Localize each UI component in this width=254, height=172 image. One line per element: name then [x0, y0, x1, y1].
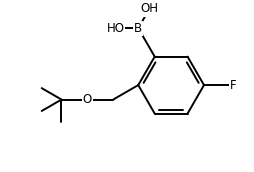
Text: F: F	[230, 79, 236, 92]
Text: OH: OH	[141, 2, 159, 15]
Text: B: B	[134, 22, 142, 35]
Text: O: O	[83, 93, 92, 106]
Text: HO: HO	[106, 22, 124, 35]
